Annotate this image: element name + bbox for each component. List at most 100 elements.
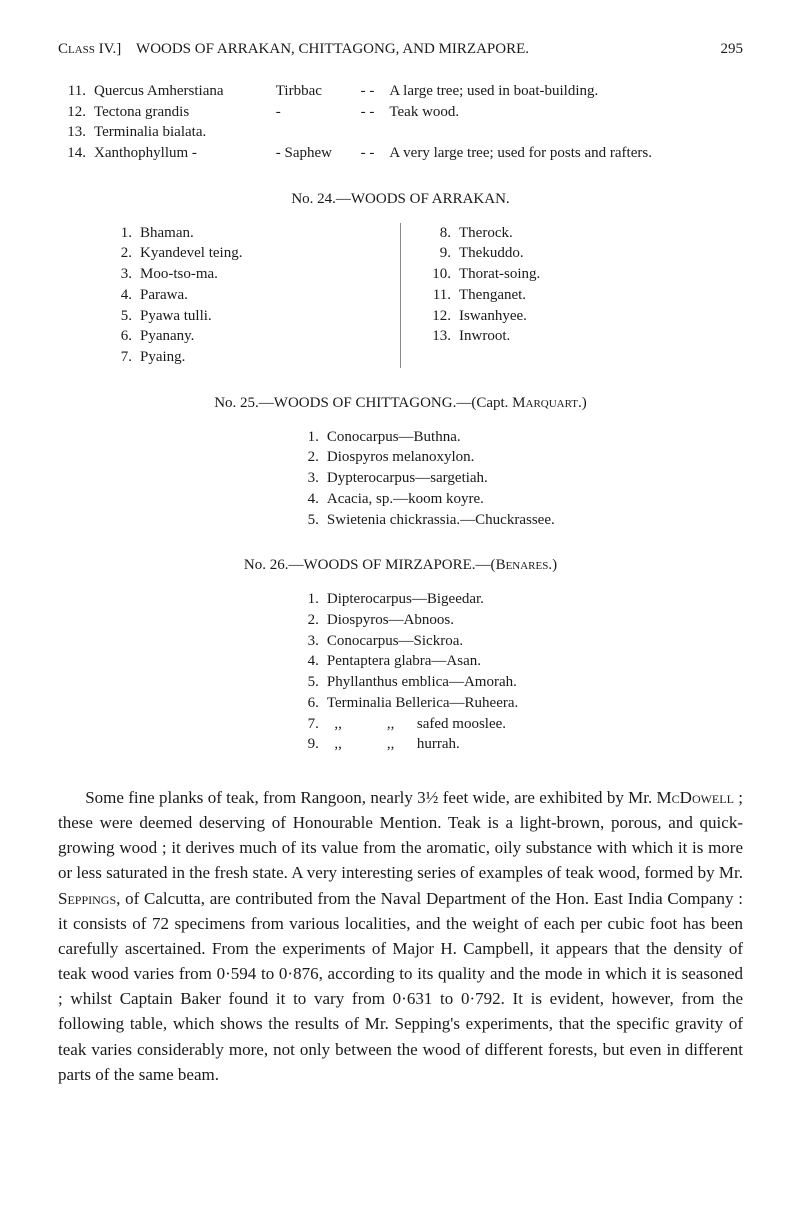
hw-desc: [385, 122, 743, 143]
section-25-title: No. 25.—WOODS OF CHITTAGONG.—(Capt. Marq…: [58, 394, 743, 413]
list-name: Dipterocarpus—Bigeedar.: [323, 589, 522, 610]
list-row: 11.Thenganet.: [423, 285, 544, 306]
list-row: 1.Bhaman.: [104, 223, 246, 244]
list-row: 7. ,, ,, safed mooslee.: [291, 714, 522, 735]
list-name: Moo-tso-ma.: [136, 264, 246, 285]
section-25-list: 1.Conocarpus—Buthna. 2.Diospyros melanox…: [291, 427, 743, 531]
list-num: 2.: [291, 610, 323, 631]
list-row: 2.Diospyros melanoxylon.: [291, 447, 559, 468]
headword-list: 11. Quercus Amherstiana Tirbbac - - A la…: [58, 81, 743, 164]
hw-dash: - -: [357, 102, 386, 123]
body-paragraph: Some fine planks of teak, from Rangoon, …: [58, 785, 743, 1087]
list-name: Parawa.: [136, 285, 246, 306]
list-name: Thenganet.: [455, 285, 544, 306]
list-name: Terminalia Bellerica—Ruheera.: [323, 693, 522, 714]
header-title: WOODS OF ARRAKAN, CHITTAGONG, AND MIRZAP…: [136, 41, 529, 57]
section-24-list: 1.Bhaman. 2.Kyandevel teing. 3.Moo-tso-m…: [58, 223, 743, 368]
list-num: 5.: [291, 672, 323, 693]
hw-num: 13.: [58, 122, 90, 143]
list-row: 1.Conocarpus—Buthna.: [291, 427, 559, 448]
list-name: Pyawa tulli.: [136, 306, 246, 327]
list-name: Pyanany.: [136, 326, 246, 347]
list-name: ,, ,, safed mooslee.: [323, 714, 522, 735]
list-name: Conocarpus—Buthna.: [323, 427, 559, 448]
hw-mid: -: [272, 102, 357, 123]
list-row: 5.Swietenia chickrassia.—Chuckrassee.: [291, 510, 559, 531]
list-num: 6.: [291, 693, 323, 714]
list-num: 9.: [423, 243, 455, 264]
section-26-list: 1.Dipterocarpus—Bigeedar. 2.Diospyros—Ab…: [291, 589, 743, 755]
section-24-title: No. 24.—WOODS OF ARRAKAN.: [58, 190, 743, 209]
hw-mid: - Saphew: [272, 143, 357, 164]
list-row: 4.Acacia, sp.—koom koyre.: [291, 489, 559, 510]
list-name: Thekuddo.: [455, 243, 544, 264]
list-row: 6.Pyanany.: [104, 326, 246, 347]
list-num: 1.: [291, 427, 323, 448]
list-name: Pyaing.: [136, 347, 246, 368]
hw-num: 12.: [58, 102, 90, 123]
sec26-title-suffix: .): [548, 557, 557, 573]
section-26-title: No. 26.—WOODS OF MIRZAPORE.—(Benares.): [58, 556, 743, 575]
list-row: 10.Thorat-soing.: [423, 264, 544, 285]
list-row: 3.Moo-tso-ma.: [104, 264, 246, 285]
list-row: 7.Pyaing.: [104, 347, 246, 368]
list-row: 4.Pentaptera glabra—Asan.: [291, 651, 522, 672]
list-num: 13.: [423, 326, 455, 347]
list-name: Conocarpus—Sickroa.: [323, 631, 522, 652]
para-name-2: Seppings: [58, 889, 116, 908]
list-name: Inwroot.: [455, 326, 544, 347]
list-name: Therock.: [455, 223, 544, 244]
list-name: Diospyros—Abnoos.: [323, 610, 522, 631]
list-num: 3.: [291, 631, 323, 652]
list-num: 4.: [291, 489, 323, 510]
hw-dash: [357, 122, 386, 143]
hw-name: Terminalia bialata.: [90, 122, 272, 143]
hw-row: 11. Quercus Amherstiana Tirbbac - - A la…: [58, 81, 743, 102]
list-num: 7.: [291, 714, 323, 735]
list-name: Kyandevel teing.: [136, 243, 246, 264]
para-text-3: , of Calcutta, are contributed from the …: [58, 889, 743, 1084]
hw-row: 12. Tectona grandis - - - Teak wood.: [58, 102, 743, 123]
hw-dash: - -: [357, 143, 386, 164]
list-row: 9.Thekuddo.: [423, 243, 544, 264]
list-row: 13.Inwroot.: [423, 326, 544, 347]
hw-row: 14. Xanthophyllum - - Saphew - - A very …: [58, 143, 743, 164]
sec25-title-suffix: .): [578, 395, 587, 411]
hw-dash: - -: [357, 81, 386, 102]
list-name: Iswanhyee.: [455, 306, 544, 327]
sec26-title-prefix: No. 26.—WOODS OF MIRZAPORE.—(: [244, 557, 496, 573]
hw-mid: Tirbbac: [272, 81, 357, 102]
hw-desc: Teak wood.: [385, 102, 743, 123]
hw-name: Tectona grandis: [90, 102, 272, 123]
page-header: Class IV.] WOODS OF ARRAKAN, CHITTAGONG,…: [58, 40, 743, 59]
list-row: 1.Dipterocarpus—Bigeedar.: [291, 589, 522, 610]
list-row: 2.Kyandevel teing.: [104, 243, 246, 264]
list-num: 1.: [104, 223, 136, 244]
hw-mid: [272, 122, 357, 143]
hw-num: 11.: [58, 81, 90, 102]
para-text-1: Some fine planks of teak, from Rangoon, …: [85, 788, 656, 807]
list-name: ,, ,, hurrah.: [323, 734, 522, 755]
list-name: Diospyros melanoxylon.: [323, 447, 559, 468]
list-row: 3.Conocarpus—Sickroa.: [291, 631, 522, 652]
header-class-label: Class IV.] WOODS OF ARRAKAN, CHITTAGONG,…: [58, 40, 529, 59]
list-row: 8.Therock.: [423, 223, 544, 244]
list-num: 12.: [423, 306, 455, 327]
list-num: 1.: [291, 589, 323, 610]
hw-name: Xanthophyllum -: [90, 143, 272, 164]
list-row: 2.Diospyros—Abnoos.: [291, 610, 522, 631]
list-num: 3.: [291, 468, 323, 489]
list-name: Pentaptera glabra—Asan.: [323, 651, 522, 672]
list-num: 9.: [291, 734, 323, 755]
list-row: 12.Iswanhyee.: [423, 306, 544, 327]
list-name: Thorat-soing.: [455, 264, 544, 285]
list-num: 4.: [104, 285, 136, 306]
hw-desc: A very large tree; used for posts and ra…: [385, 143, 743, 164]
list-name: Acacia, sp.—koom koyre.: [323, 489, 559, 510]
list-num: 3.: [104, 264, 136, 285]
header-class-text: Class IV.]: [58, 41, 121, 57]
sec25-author: Marquart: [512, 395, 578, 411]
list-row: 5.Phyllanthus emblica—Amorah.: [291, 672, 522, 693]
list-num: 2.: [104, 243, 136, 264]
list-name: Dypterocarpus—sargetiah.: [323, 468, 559, 489]
